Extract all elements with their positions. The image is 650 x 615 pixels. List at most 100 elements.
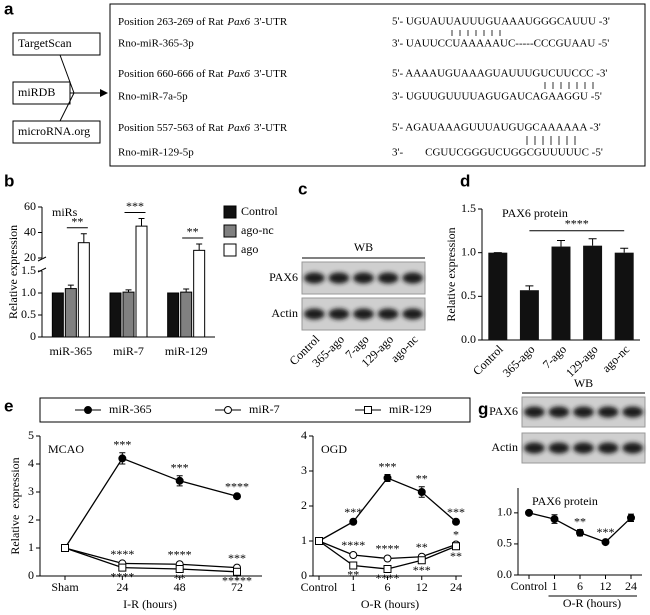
- significance: *: [453, 528, 459, 542]
- blot-band: [328, 308, 350, 320]
- y-tick-label: 0.0: [497, 567, 512, 581]
- x-tick-label: 12: [416, 580, 428, 594]
- error-bar: [67, 284, 74, 289]
- marker: [349, 551, 358, 559]
- y-axis-title: Relative expression: [444, 227, 458, 321]
- marker: [118, 454, 127, 463]
- blot-band: [402, 272, 424, 284]
- significance: **: [347, 568, 359, 582]
- legend-marker: [364, 406, 372, 414]
- significance: **: [416, 540, 428, 554]
- blot-band: [548, 442, 570, 454]
- x-tick-label: 365-ago: [500, 342, 538, 380]
- x-tick-label: 12: [600, 579, 612, 593]
- blot-band: [377, 308, 399, 320]
- series-line: [64, 457, 238, 549]
- legend-label: miR-129: [389, 402, 432, 416]
- legend-label: ago: [241, 242, 258, 256]
- y-tick-label: 2: [28, 512, 34, 526]
- marker: [233, 567, 241, 576]
- error-bar: [588, 238, 597, 246]
- x-tick-label: 24: [625, 579, 637, 593]
- significance: ****: [168, 548, 192, 562]
- error-bar: [196, 243, 203, 251]
- marker: [550, 515, 559, 524]
- marker: [349, 561, 358, 570]
- marker: [175, 565, 184, 573]
- marker: [175, 476, 184, 485]
- x-tick-label: miR-7: [113, 344, 144, 358]
- x-tick-label: ago-nc: [599, 342, 632, 375]
- legend-marker: [224, 406, 232, 414]
- y-tick-label: 3: [28, 484, 34, 498]
- marker: [315, 537, 323, 545]
- marker: [383, 554, 392, 563]
- y-tick-label: 4: [28, 456, 34, 470]
- x-tick-label: 129-ago: [563, 342, 601, 380]
- blot-band: [597, 442, 619, 454]
- error-bar: [525, 285, 534, 291]
- bar: [135, 225, 148, 338]
- region: 3'-UTR: [254, 16, 288, 28]
- x-tick-label: 24: [450, 580, 462, 594]
- y-tick-label: 3: [301, 463, 307, 477]
- bar: [551, 246, 571, 340]
- x-tick-label: 6: [385, 580, 391, 594]
- y-tick-label: 20: [24, 250, 36, 264]
- significance: ***: [126, 199, 144, 213]
- blot-band: [573, 406, 594, 418]
- x-tick-label: 1: [552, 579, 558, 593]
- legend-label: miR-365: [109, 402, 152, 416]
- database-box: [12, 120, 101, 144]
- connector: [59, 54, 75, 94]
- significance: ***: [171, 461, 189, 475]
- chart-title: PAX6 protein: [532, 494, 598, 508]
- mirna-name: Rno-miR-129-5p: [118, 147, 194, 159]
- series-line: [318, 477, 457, 542]
- blot-title: WB: [574, 376, 593, 390]
- region: 3'-UTR: [254, 122, 288, 134]
- target-sequence: 5'- AAAAUGUAAAGUAUUUGUCUUCCC -3': [392, 68, 607, 80]
- marker: [118, 563, 127, 572]
- marker: [601, 538, 610, 547]
- mirna-sequence: 3'- UGUUGUUUUAGUGAUCAGAAGGU -5': [392, 91, 602, 103]
- bar: [614, 252, 634, 340]
- blot-row-label: PAX6: [489, 404, 518, 418]
- y-tick-label: 1.5: [21, 263, 36, 277]
- blot-band: [353, 308, 374, 320]
- blot-row-label: Actin: [271, 306, 298, 320]
- marker: [417, 556, 426, 565]
- gene: Pax6: [226, 68, 250, 80]
- panel-label: b: [4, 171, 14, 190]
- significance: **: [574, 514, 586, 528]
- bar: [122, 291, 135, 338]
- significance: ****: [110, 569, 134, 583]
- blot-row-label: Actin: [491, 440, 518, 454]
- legend-swatch: [223, 205, 237, 219]
- y-tick-label: 4: [301, 428, 307, 442]
- y-tick-label: 0.5: [461, 288, 476, 302]
- y-tick-label: 1.5: [461, 201, 476, 215]
- position: Position 660-666 of Rat: [118, 68, 223, 80]
- series-line: [64, 547, 238, 573]
- significance: ***: [228, 551, 246, 565]
- blot-band: [303, 308, 325, 320]
- y-tick-label: 1: [28, 540, 34, 554]
- y-tick-label: 1.0: [497, 505, 512, 519]
- gene: Pax6: [226, 122, 250, 134]
- position: Position 557-563 of Rat: [118, 122, 223, 134]
- bar: [519, 290, 539, 340]
- x-tick-label: Control: [470, 342, 506, 378]
- y-tick-label: 0: [30, 329, 36, 343]
- y-axis-title: Relative expression: [6, 225, 20, 319]
- significance: **: [174, 571, 186, 585]
- legend-label: miR-7: [249, 402, 280, 416]
- legend-label: ago-nc: [241, 223, 274, 237]
- marker: [233, 492, 241, 501]
- significance: *****: [222, 573, 252, 587]
- significance: ***: [113, 438, 131, 452]
- x-tick-label: Control: [301, 580, 338, 594]
- y-axis-title: Relative expression: [8, 457, 22, 554]
- x-tick-label: miR-129: [165, 344, 208, 358]
